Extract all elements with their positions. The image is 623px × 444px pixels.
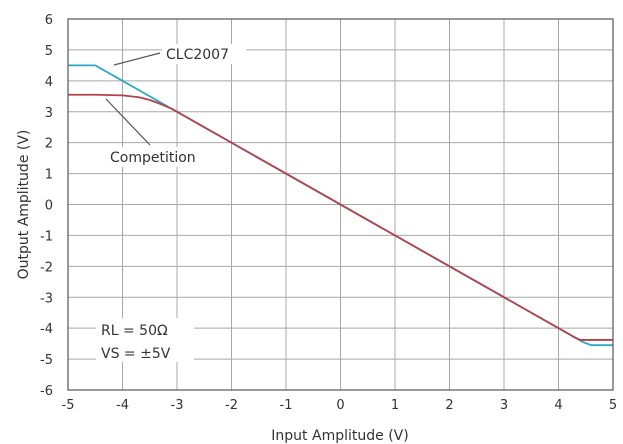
y-tick-label: 1 — [45, 168, 53, 183]
x-tick-label: -2 — [225, 398, 238, 413]
y-tick-label: -3 — [40, 291, 53, 306]
y-tick-label: -4 — [40, 322, 53, 337]
x-tick-label: -1 — [280, 398, 293, 413]
competition-label: Competition — [110, 150, 196, 166]
y-tick-label: -6 — [40, 384, 53, 399]
y-tick-label: 3 — [45, 106, 53, 121]
series-line-competition — [68, 93, 613, 341]
y-tick-label: 5 — [45, 44, 53, 59]
y-tick-label: 6 — [45, 13, 53, 28]
y-tick-label: 2 — [45, 137, 53, 152]
y-tick-label: 4 — [45, 75, 53, 90]
conditions-label-bg — [96, 318, 194, 362]
x-tick-label: -4 — [116, 398, 129, 413]
y-tick-labels: -6 -5 -4 -3 -2 -1 0 1 2 3 4 5 6 — [40, 13, 53, 399]
competition-label-bg — [108, 147, 214, 167]
series-lines — [68, 64, 613, 347]
x-tick-label: -3 — [171, 398, 184, 413]
x-tick-label: 3 — [500, 398, 508, 413]
plot-frame — [67, 18, 614, 391]
x-tick-label: 4 — [554, 398, 562, 413]
x-tick-label: -5 — [62, 398, 75, 413]
competition-leader-line — [105, 98, 151, 146]
clc2007-label: CLC2007 — [166, 47, 229, 63]
x-tick-label: 1 — [391, 398, 399, 413]
y-axis-label: Output Amplitude (V) — [16, 130, 32, 280]
y-tick-label: -2 — [40, 260, 53, 275]
y-tick-label: -5 — [40, 353, 53, 368]
x-tick-label: 5 — [609, 398, 617, 413]
x-axis-label: Input Amplitude (V) — [271, 428, 408, 444]
x-tick-label: 0 — [336, 398, 344, 413]
rl-condition-label: RL = 50Ω — [101, 323, 168, 339]
clc2007-leader-line — [113, 52, 161, 66]
clc2007-label-bg — [162, 44, 246, 64]
x-tick-label: 2 — [445, 398, 453, 413]
y-tick-label: -1 — [40, 229, 53, 244]
x-tick-labels: -5 -4 -3 -2 -1 0 1 2 3 4 5 — [62, 398, 618, 413]
vs-condition-label: VS = ±5V — [101, 346, 171, 362]
y-tick-label: 0 — [45, 199, 53, 214]
